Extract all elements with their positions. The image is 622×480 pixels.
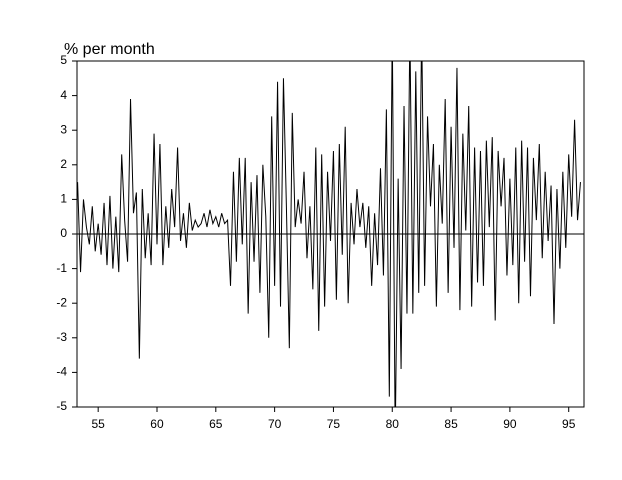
x-tick-label: 95 [562,417,576,431]
y-tick-label: 3 [60,122,67,136]
y-tick-label: -3 [56,330,67,344]
x-tick-label: 55 [91,417,105,431]
x-tick-label: 85 [444,417,458,431]
x-tick-label: 75 [327,417,341,431]
x-tick-label: 90 [503,417,517,431]
y-tick-label: 2 [60,157,67,171]
y-tick-label: 4 [60,88,67,102]
y-tick-label: 0 [60,226,67,240]
y-tick-label: 1 [60,192,67,206]
x-tick-label: 60 [150,417,164,431]
plot-area [77,61,584,407]
y-tick-label: -1 [56,261,67,275]
x-tick-label: 80 [386,417,400,431]
y-tick-label: -5 [56,399,67,413]
y-tick-label: -4 [56,365,67,379]
chart-title: % per month [64,41,155,58]
series-line [77,61,581,407]
y-tick-label: 5 [60,53,67,67]
x-tick-label: 70 [268,417,282,431]
x-tick-label: 65 [209,417,223,431]
y-tick-label: -2 [56,295,67,309]
